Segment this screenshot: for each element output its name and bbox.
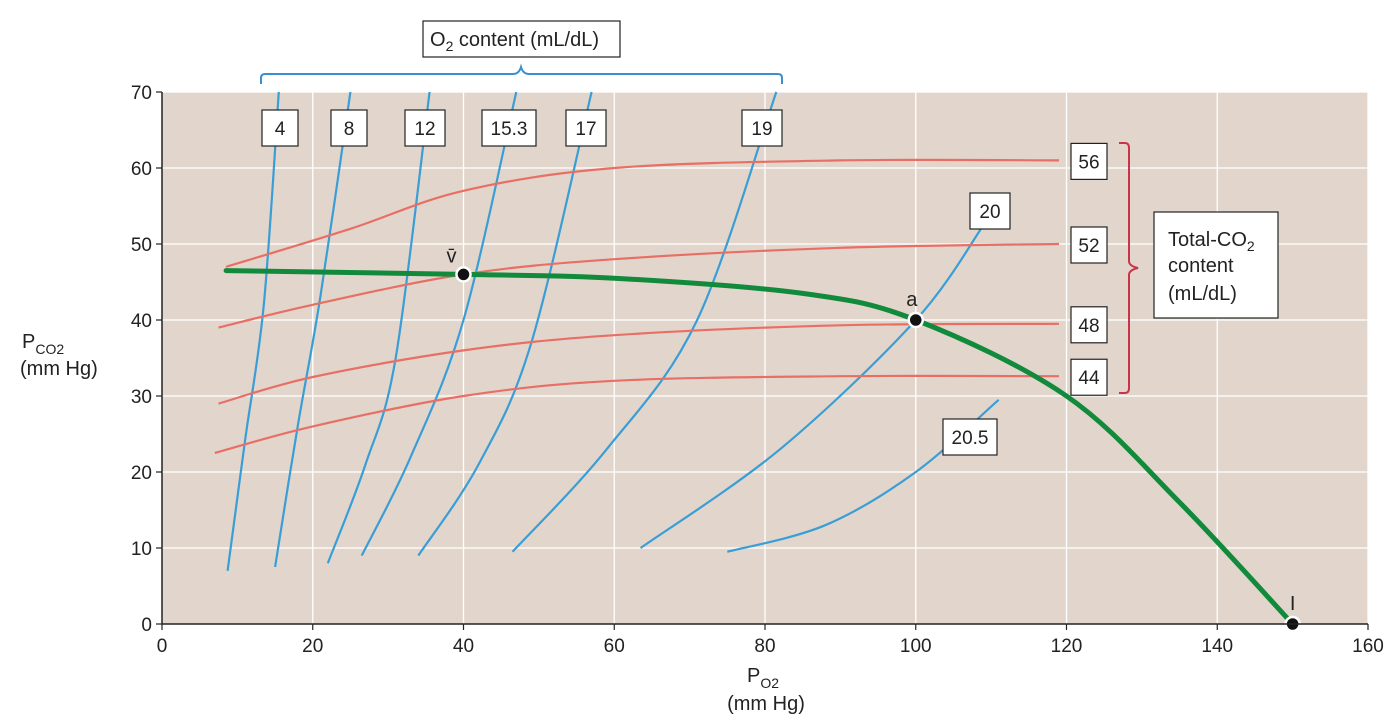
y-tick-label: 60 — [131, 159, 152, 180]
o2-label-20.5: 20.5 — [942, 418, 998, 456]
x-tick-label: 100 — [900, 636, 932, 657]
o2-isopleth-20 — [639, 224, 985, 549]
x-tick-label: 60 — [604, 636, 625, 657]
svg-text:12: 12 — [414, 119, 435, 140]
gridlines — [162, 91, 1369, 624]
svg-text:4: 4 — [275, 119, 286, 140]
point-marker — [907, 311, 924, 329]
o2-content-title-box — [422, 20, 621, 58]
o2-label-12: 12 — [404, 109, 446, 147]
o2-isopleth-4 — [226, 91, 280, 571]
svg-text:17: 17 — [575, 119, 596, 140]
x-tick-label: 120 — [1051, 636, 1083, 657]
svg-text:8: 8 — [344, 119, 355, 140]
svg-text:48: 48 — [1078, 316, 1099, 337]
o2-label-19: 19 — [741, 109, 783, 147]
co2-isopleths — [214, 158, 1060, 455]
x-axis-title: PO2 — [747, 665, 779, 691]
o2-label-17: 17 — [565, 109, 607, 147]
o2-isopleth-8 — [274, 91, 352, 568]
o2-isopleths — [226, 91, 1000, 571]
y-axis-title: PCO2 — [22, 331, 64, 357]
co2-isopleth-48 — [218, 322, 1060, 405]
svg-text:20.5: 20.5 — [952, 428, 989, 449]
svg-text:52: 52 — [1078, 236, 1099, 257]
svg-text:56: 56 — [1078, 152, 1099, 173]
svg-text:20: 20 — [979, 202, 1000, 223]
o2-content-bracket — [260, 63, 783, 84]
axis-ticks: 0 20 40 60 80 100 120 140 160 0 10 20 30 40 50 60 70 — [131, 83, 1384, 657]
co2-content-title-box — [1153, 211, 1279, 319]
co2-isopleth-56 — [225, 158, 1060, 268]
y-tick-label: 0 — [141, 615, 152, 636]
o2-label-4: 4 — [261, 109, 299, 147]
x-tick-label: 40 — [453, 636, 474, 657]
x-tick-label: 80 — [754, 636, 775, 657]
y-axis-unit: (mm Hg) — [20, 358, 98, 380]
y-tick-label: 20 — [131, 463, 152, 484]
o2-content-title: O2 content (mL/dL) — [430, 29, 599, 54]
x-tick-label: 160 — [1352, 636, 1384, 657]
o2-isopleth-15.3 — [360, 91, 518, 557]
o2-label-15.3: 15.3 — [481, 109, 537, 147]
co2-label-48: 48 — [1070, 306, 1108, 344]
x-axis-unit: (mm Hg) — [727, 693, 805, 715]
y-tick-label: 30 — [131, 387, 152, 408]
co2-isopleth-44 — [214, 374, 1060, 455]
y-tick-label: 40 — [131, 311, 152, 332]
o2-label-20: 20 — [969, 192, 1011, 230]
co2-isopleth-52 — [218, 242, 1060, 329]
x-tick-label: 0 — [157, 636, 168, 657]
co2-label-56: 56 — [1070, 142, 1108, 180]
co2-content-title: Total-CO2 content (mL/dL) — [1168, 229, 1260, 305]
o2-isopleth-17 — [417, 91, 593, 557]
point-label: I — [1290, 593, 1296, 615]
point-label: v̄ — [447, 245, 457, 267]
o2-label-8: 8 — [330, 109, 368, 147]
x-tick-label: 140 — [1201, 636, 1233, 657]
point-marker — [455, 266, 472, 283]
co2-content-bracket — [1119, 142, 1139, 394]
svg-text:44: 44 — [1078, 368, 1100, 389]
o2-isopleth-19 — [511, 91, 778, 553]
o2-isopleth-12 — [326, 91, 431, 564]
y-tick-label: 50 — [131, 235, 152, 256]
svg-text:19: 19 — [751, 119, 772, 140]
x-tick-label: 20 — [302, 636, 323, 657]
co2-label-44: 44 — [1070, 358, 1108, 396]
co2-label-52: 52 — [1070, 226, 1108, 264]
y-tick-label: 70 — [131, 83, 152, 104]
svg-text:15.3: 15.3 — [491, 119, 528, 140]
point-label: a — [906, 289, 918, 311]
y-tick-label: 10 — [131, 539, 152, 560]
